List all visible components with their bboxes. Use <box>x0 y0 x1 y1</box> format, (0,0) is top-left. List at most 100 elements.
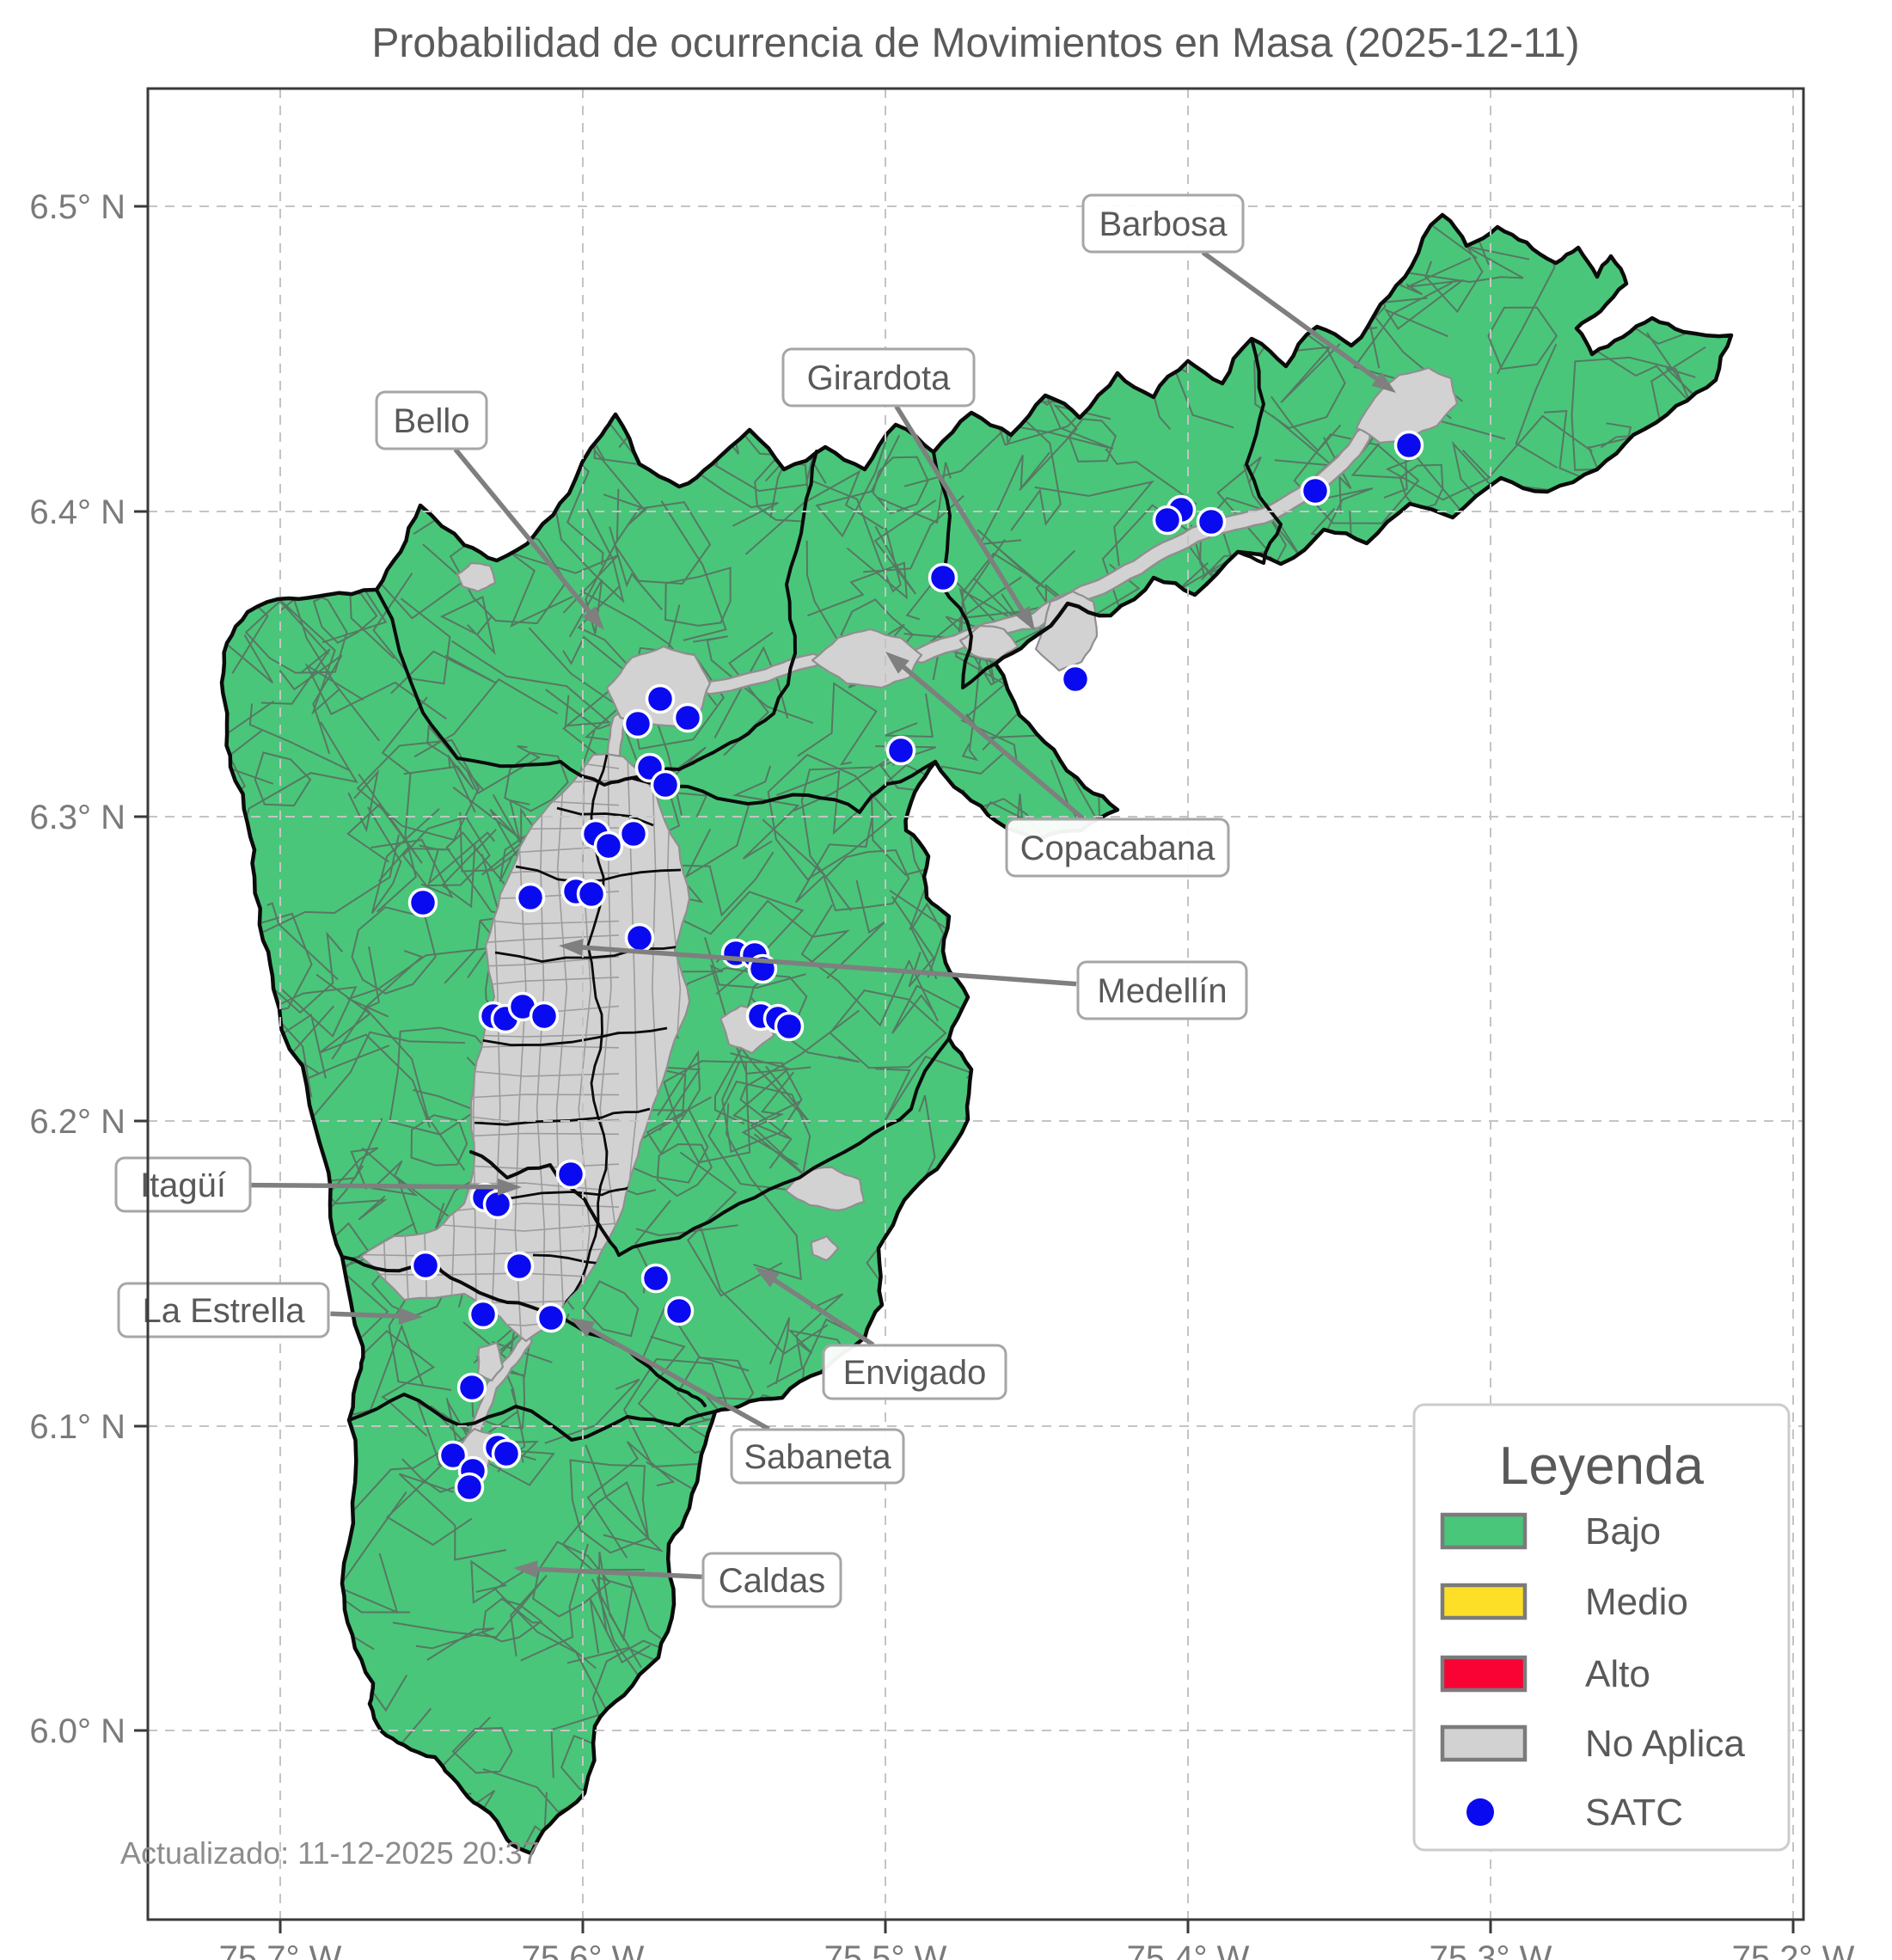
annotation-arrow-line <box>584 1324 770 1431</box>
satc-point <box>650 769 681 800</box>
municipal-boundary <box>375 588 634 787</box>
map-label-itag-: Itagüí <box>114 1156 522 1213</box>
urban-river-corridor <box>705 655 818 693</box>
urban-river-corridor <box>609 715 624 758</box>
satc-points-layer <box>407 430 1424 1503</box>
satc-point <box>672 702 703 733</box>
satc-point <box>928 562 958 593</box>
legend-item-alto: Alto <box>1440 1653 1650 1695</box>
municipal-boundary <box>347 1393 717 1442</box>
annotation-arrow-line <box>768 1274 875 1347</box>
y-axis-tick-label: 6.3° N <box>29 799 126 836</box>
urban-area-no-aplica <box>1034 590 1099 672</box>
annotation-arrow-line <box>330 1311 407 1320</box>
municipal-boundary <box>932 450 997 689</box>
annotation-label-text: Girardota <box>807 359 951 397</box>
satc-point <box>529 1001 560 1032</box>
annotation-arrowhead-icon <box>513 1560 538 1578</box>
annotation-arrowhead-icon <box>398 1308 423 1326</box>
satc-point <box>640 1263 671 1294</box>
legend-item-no-aplica: No Aplica <box>1440 1723 1745 1765</box>
annotation-label-text: Copacabana <box>1020 830 1216 867</box>
annotation-arrow-line <box>894 405 1028 618</box>
legend-swatch-alto <box>1440 1655 1528 1693</box>
map-label-sabaneta: Sabaneta <box>570 1318 905 1485</box>
annotation-arrowhead-icon <box>755 1267 780 1288</box>
annotation-label-text: Bello <box>394 402 470 440</box>
map-label-bello: Bello <box>375 390 604 630</box>
annotation-label-box <box>730 1428 905 1485</box>
urban-area-no-aplica <box>456 561 497 593</box>
annotation-label-text: Itagüí <box>140 1167 226 1204</box>
x-axis-tick-label: 75.2° W <box>1732 1939 1855 1960</box>
updated-timestamp: Actualizado: 11-12-2025 20:37 <box>120 1835 540 1871</box>
satc-point <box>618 818 649 849</box>
urban-area-no-aplica <box>958 624 1019 662</box>
satc-point <box>593 830 624 861</box>
annotation-label-text: Medellín <box>1097 972 1227 1010</box>
axes: 75.7° W 75.6° W 75.5° W 75.4° W 75.3° W 75.2°… <box>29 87 1855 1960</box>
urban-area-no-aplica <box>811 628 923 689</box>
metro-region-outline <box>219 212 1734 1856</box>
legend-item-satc: SATC <box>1466 1792 1683 1834</box>
satc-point <box>1060 664 1091 695</box>
annotation-arrow-line <box>530 1566 702 1579</box>
satc-point <box>1152 505 1183 536</box>
legend-swatch-bajo <box>1440 1512 1528 1550</box>
map-label-barbosa: Barbosa <box>1081 193 1396 393</box>
annotation-label-box <box>1076 960 1248 1020</box>
annotation-arrow-line <box>575 944 1077 987</box>
y-axis-tick-label: 6.2° N <box>29 1103 126 1141</box>
annotation-arrowhead-icon <box>885 652 909 674</box>
annotation-label-box <box>781 347 976 407</box>
x-axis-tick-label: 75.5° W <box>824 1939 947 1960</box>
legend-label-medio: Medio <box>1585 1581 1688 1623</box>
urban-area-no-aplica <box>476 1341 505 1382</box>
plot-border <box>146 87 1805 1921</box>
urban-area-no-aplica <box>810 1234 840 1262</box>
annotation-arrowhead-icon <box>582 606 604 630</box>
satc-point <box>491 1438 522 1469</box>
annotation-arrowhead-icon <box>497 1178 522 1196</box>
annotation-label-text: Caldas <box>719 1562 826 1600</box>
municipal-boundary <box>630 760 937 814</box>
annotation-label-text: Barbosa <box>1099 205 1228 243</box>
annotation-arrow-line <box>453 447 596 619</box>
map-label-envigado: Envigado <box>755 1267 1007 1400</box>
municipal-boundary <box>630 450 818 780</box>
map-label-la-estrella: La Estrella <box>117 1282 423 1338</box>
annotation-arrowhead-icon <box>1371 371 1396 393</box>
legend-title: Leyenda <box>1499 1436 1704 1496</box>
annotation-label-box <box>1005 818 1230 878</box>
municipal-boundary <box>1236 337 1283 565</box>
satc-point <box>645 683 676 714</box>
annotation-arrowhead-icon <box>1014 605 1035 631</box>
satc-point <box>624 922 655 953</box>
satc-point <box>555 1159 586 1190</box>
annotation-label-box <box>117 1282 330 1338</box>
legend-swatch-no-aplica <box>1440 1724 1528 1762</box>
annotation-label-text: Sabaneta <box>744 1438 891 1476</box>
satc-point <box>885 735 916 766</box>
municipality-annotations: Barbosa Girardota Bello Copacabana Medellín I… <box>114 193 1396 1608</box>
map-label-girardota: Girardota <box>781 347 1035 631</box>
legend-satc-dot-icon <box>1466 1798 1494 1826</box>
map-label-copacabana: Copacabana <box>885 652 1230 878</box>
x-axis-tick-label: 75.4° W <box>1127 1939 1250 1960</box>
satc-point <box>774 1011 805 1042</box>
satc-point <box>407 887 438 918</box>
annotation-arrowhead-icon <box>559 939 584 957</box>
annotation-label-box <box>114 1156 252 1213</box>
annotation-label-box <box>375 390 488 450</box>
satc-point <box>622 708 653 739</box>
annotation-label-box <box>701 1552 842 1608</box>
annotation-arrowhead-icon <box>570 1318 596 1338</box>
satc-point <box>504 1251 535 1282</box>
annotation-label-text: La Estrella <box>143 1292 306 1330</box>
satc-point <box>410 1250 441 1281</box>
legend-item-bajo: Bajo <box>1440 1510 1661 1553</box>
x-axis-tick-label: 75.6° W <box>522 1939 645 1960</box>
satc-point <box>536 1302 566 1333</box>
annotation-arrow-line <box>1201 250 1384 385</box>
map-label-medell-n: Medellín <box>559 939 1248 1020</box>
